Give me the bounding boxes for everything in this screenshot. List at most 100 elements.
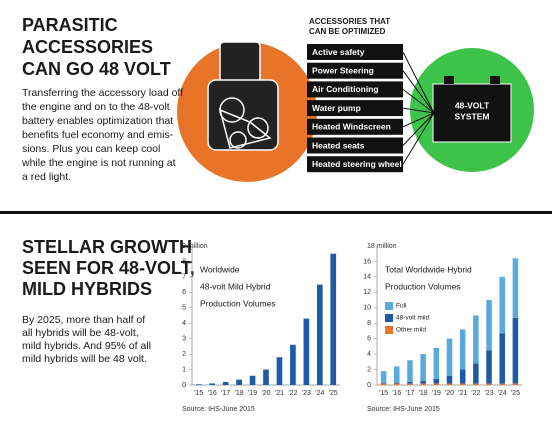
- title-line: ACCESSORIES: [22, 37, 153, 57]
- x-tick-label: '24: [315, 390, 324, 397]
- bar-segment: [420, 383, 426, 385]
- body-line: Transferring the accessory load off: [22, 87, 183, 99]
- legend-label: Full: [396, 303, 407, 310]
- bar-segment: [394, 366, 400, 383]
- bar-segment: [512, 317, 519, 384]
- y-tick-label: 1: [182, 366, 186, 373]
- bar-segment: [433, 347, 440, 379]
- y-tick-label: 8: [182, 258, 186, 265]
- connector: [402, 89, 435, 114]
- x-tick-label: '22: [288, 390, 297, 397]
- bar: [316, 284, 323, 385]
- body-line: battery enables optimization that: [22, 115, 173, 127]
- bar-segment: [459, 369, 466, 384]
- title-line: PARASITIC: [22, 15, 118, 35]
- x-tick-label: '16: [392, 390, 401, 397]
- connector: [402, 112, 435, 128]
- connector: [402, 70, 435, 114]
- y-tick-label: 10: [363, 305, 371, 312]
- y-tick-label: 4: [182, 320, 186, 327]
- y-tick-label: 6: [182, 289, 186, 296]
- accessories-heading: CAN BE OPTIMIZED: [309, 27, 386, 36]
- growth-body-line: mild hybrids will be 48 volt.: [22, 353, 147, 365]
- legend-swatch: [385, 326, 393, 334]
- body-line: while the engine is not running at: [21, 157, 176, 169]
- item-label: Power Steering: [312, 65, 374, 75]
- battery-label: 48-VOLT: [455, 100, 490, 110]
- x-tick-label: '18: [419, 390, 428, 397]
- bar-segment: [446, 383, 453, 385]
- bar: [236, 379, 242, 385]
- x-tick-label: '19: [248, 390, 257, 397]
- x-tick-label: '21: [458, 390, 467, 397]
- growth-body-line: all hybrids will be 48-volt,: [22, 327, 139, 339]
- bar-segment: [473, 315, 479, 364]
- bar-segment: [394, 383, 400, 385]
- x-tick-label: '24: [498, 390, 507, 397]
- body-line: a red light.: [22, 171, 71, 183]
- x-tick-label: '23: [484, 390, 493, 397]
- bar-segment: [473, 383, 479, 385]
- body-line: sions. Plus you can keep cool: [22, 143, 160, 155]
- bar-segment: [433, 378, 440, 384]
- x-tick-label: '17: [405, 390, 414, 397]
- item-box: [307, 156, 403, 173]
- item-box: [307, 118, 403, 135]
- bar-segment: [486, 300, 492, 351]
- item-box: [307, 81, 403, 98]
- legend-label: 48-volt mild: [396, 315, 430, 322]
- connector: [402, 107, 435, 114]
- bar-segment: [446, 338, 453, 376]
- bar-segment: [446, 375, 453, 384]
- growth-body-line: By 2025, more than half of: [22, 314, 145, 326]
- item-label: Air Conditioning: [312, 84, 379, 94]
- y-tick-label: 7: [182, 274, 186, 281]
- y-tick-label: 0: [182, 382, 186, 389]
- chart-title-line: Production Volumes: [200, 298, 276, 308]
- body-line: benefits fuel economy and emis-: [22, 129, 174, 141]
- item-box: [307, 100, 403, 117]
- x-tick-label: '25: [329, 390, 338, 397]
- bar: [303, 318, 310, 385]
- title-line: CAN GO 48 VOLT: [22, 59, 171, 79]
- bar-segment: [380, 383, 387, 385]
- source: Source: IHS-June 2015: [367, 406, 440, 413]
- y-tick-label: 4: [367, 351, 371, 358]
- bar: [290, 344, 296, 385]
- y-tick-label: 18 million: [367, 243, 397, 250]
- bar: [249, 375, 256, 385]
- growth-title-line: STELLAR GROWTH: [22, 237, 192, 257]
- bar: [222, 381, 229, 385]
- bar-segment: [499, 276, 505, 334]
- y-tick-label: 6: [367, 336, 371, 343]
- battery-label: SYSTEM: [455, 111, 490, 121]
- bar: [330, 253, 337, 385]
- legend-swatch: [385, 302, 393, 310]
- y-tick-label: 2: [367, 366, 371, 373]
- bar: [276, 357, 283, 385]
- item-box: [307, 44, 403, 60]
- x-tick-label: '18: [235, 390, 244, 397]
- growth-body-line: mild hybrids. And 95% of all: [22, 340, 151, 352]
- item-box: [307, 62, 403, 79]
- bar-segment: [407, 381, 413, 384]
- connector-lines: [402, 51, 435, 165]
- bar-segment: [433, 383, 440, 385]
- bar-segment: [499, 383, 505, 385]
- item-label: Heated Windscreen: [312, 122, 391, 132]
- y-tick-label: 5: [182, 305, 186, 312]
- chart-title-line: Worldwide: [200, 264, 240, 274]
- x-tick-label: '16: [208, 390, 217, 397]
- y-tick-label: 8: [367, 320, 371, 327]
- bar-segment: [486, 383, 492, 385]
- bar-segment: [407, 383, 413, 385]
- growth-title-line: SEEN FOR 48-VOLT,: [22, 258, 195, 278]
- engine: [207, 41, 279, 151]
- body-line: the engine and on to the 48-volt: [22, 101, 170, 113]
- x-tick-label: '15: [194, 390, 203, 397]
- legend-label: Other mild: [396, 327, 426, 334]
- y-tick-label: 12: [363, 289, 371, 296]
- growth-title-line: MILD HYBRIDS: [22, 279, 152, 299]
- bar: [195, 384, 202, 385]
- bar-segment: [512, 258, 519, 318]
